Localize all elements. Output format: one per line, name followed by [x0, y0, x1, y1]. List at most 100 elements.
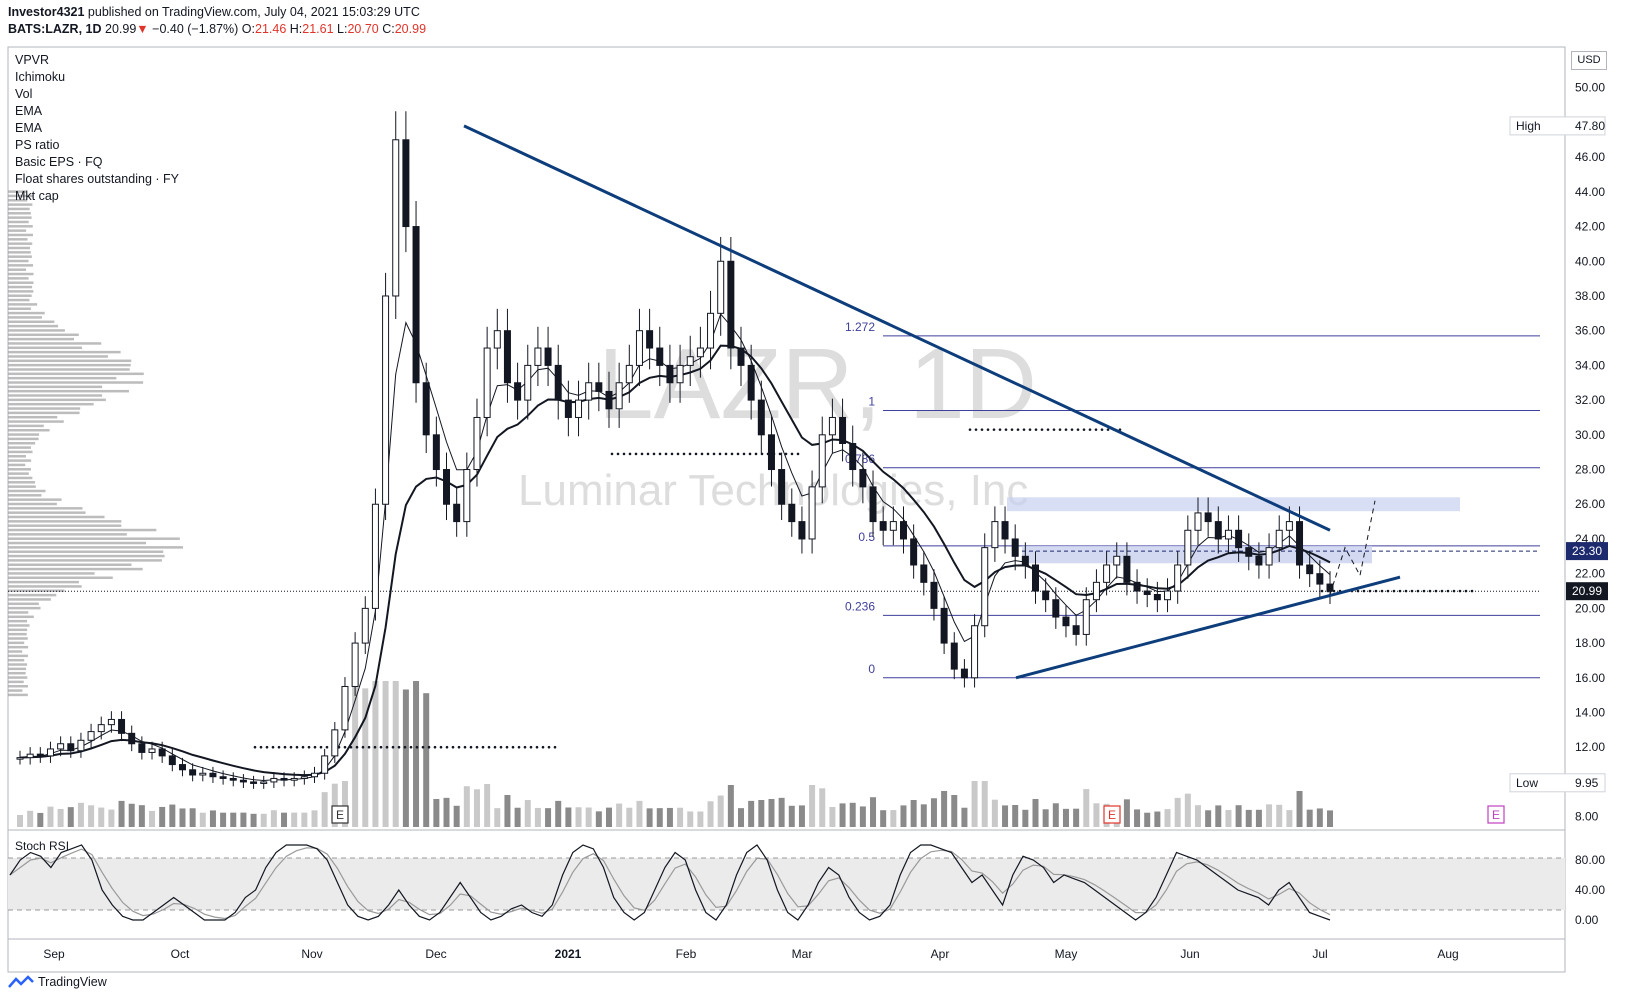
volume-bar-102 — [1052, 803, 1059, 827]
vpvr-row — [8, 277, 29, 280]
vpvr-row — [8, 307, 31, 310]
vpvr-row — [8, 559, 162, 562]
vpvr-row — [8, 207, 30, 211]
indicator-ps-ratio[interactable]: PS ratio — [15, 138, 60, 152]
candle-body-21 — [229, 777, 237, 781]
indicator-ema-1[interactable]: EMA — [15, 104, 43, 118]
y-tick-13: 36.00 — [1575, 324, 1605, 338]
candle-body-124 — [1275, 529, 1283, 549]
volume-bar-29 — [311, 810, 318, 827]
ichimoku-dot — [1368, 589, 1372, 593]
candle-body-30 — [321, 755, 329, 774]
indicator-ichimoku[interactable]: Ichimoku — [15, 70, 66, 84]
ichimoku-dot — [706, 452, 710, 456]
ichimoku-dot — [451, 745, 455, 749]
candle-body-106 — [1092, 581, 1100, 601]
symbol-title[interactable]: BATS:LAZR, 1D — [8, 22, 102, 36]
vpvr-row — [8, 455, 26, 458]
volume-bar-68 — [707, 801, 714, 827]
ichimoku-dot — [1094, 428, 1098, 431]
trendline-1 — [1015, 575, 1401, 680]
publish-info: Investor4321 published on TradingView.co… — [8, 4, 420, 21]
candle-body-90 — [930, 581, 938, 609]
ichimoku-dot — [271, 745, 275, 749]
ichimoku-dot — [1452, 589, 1456, 593]
vpvr-row — [8, 520, 122, 523]
ichimoku-dot — [634, 452, 638, 456]
candle-body-117 — [1204, 512, 1212, 523]
ichimoku-dot — [1374, 589, 1378, 593]
vpvr-row — [8, 515, 105, 519]
time-axis[interactable]: Sep Oct Nov Dec 2021 Feb Mar Apr May Jun Jul Aug — [43, 947, 1458, 961]
volume-bar-111 — [1144, 812, 1151, 827]
candle-body-16 — [178, 764, 186, 771]
publisher-name[interactable]: Investor4321 — [8, 5, 85, 19]
volume-bar-19 — [209, 810, 216, 827]
earnings-letter-2: E — [1492, 808, 1500, 822]
tradingview-brand: TradingView — [38, 975, 107, 989]
x-tick-6: Mar — [792, 947, 813, 961]
vpvr-row — [8, 359, 132, 363]
volume-bar-31 — [331, 783, 338, 827]
ichimoku-dot — [301, 745, 305, 749]
candle-body-51 — [534, 347, 542, 366]
ichimoku-dot — [1392, 589, 1396, 593]
vpvr-row — [8, 641, 25, 645]
indicator-ema-2[interactable]: EMA — [15, 121, 43, 135]
vpvr-row — [8, 203, 33, 206]
candle-body-9 — [107, 718, 115, 726]
ichimoku-dot — [259, 745, 263, 749]
candle-body-62 — [646, 330, 654, 349]
volume-bar-64 — [666, 807, 673, 827]
ichimoku-dot — [1458, 589, 1462, 593]
ichimoku-dot — [469, 745, 473, 749]
vpvr-row — [8, 572, 95, 575]
ichimoku-dot — [277, 745, 281, 749]
volume-bar-109 — [1123, 799, 1130, 827]
resistance-zones[interactable] — [8, 497, 1540, 592]
vpvr-row — [8, 489, 46, 493]
candle-body-120 — [1235, 529, 1243, 549]
vpvr-row — [8, 199, 28, 202]
vpvr-row — [8, 238, 28, 241]
volume-bar-17 — [189, 808, 196, 827]
ichimoku-dot — [992, 428, 996, 431]
vpvr-row — [8, 524, 122, 527]
vpvr-row — [8, 589, 65, 593]
candle-body-125 — [1285, 521, 1293, 531]
ichimoku-dot — [694, 452, 698, 456]
vpvr-row — [8, 472, 29, 475]
vpvr-row — [8, 511, 86, 514]
stoch-rsi-label[interactable]: Stoch RSI — [15, 839, 70, 853]
ichimoku-dot — [676, 452, 680, 456]
indicator-float-shares[interactable]: Float shares outstanding · FY — [15, 172, 179, 186]
volume-bar-118 — [1215, 805, 1222, 827]
indicator-basic-eps[interactable]: Basic EPS · FQ — [15, 155, 103, 169]
price-tag-label-1: Low — [1516, 776, 1538, 790]
currency-label[interactable]: USD — [1571, 51, 1607, 70]
vpvr-row — [8, 285, 33, 289]
candle-body-23 — [250, 781, 258, 784]
candle-body-12 — [138, 743, 146, 753]
candle-body-64 — [666, 364, 674, 384]
indicator-mkt-cap[interactable]: Mkt cap — [15, 189, 59, 203]
vpvr-row — [8, 320, 55, 324]
fib-label-5: 0 — [868, 662, 875, 676]
trendlines[interactable] — [463, 124, 1401, 680]
x-tick-7: Apr — [931, 947, 950, 961]
volume-bar-106 — [1093, 803, 1100, 827]
tradingview-logo[interactable]: TradingView — [8, 975, 107, 989]
volume-bar-91 — [941, 791, 948, 827]
indicator-vpvr[interactable]: VPVR — [15, 53, 50, 67]
ichimoku-dot — [1034, 428, 1038, 431]
candle-body-38 — [402, 139, 410, 228]
candle-body-118 — [1214, 521, 1222, 540]
vpvr-row — [8, 485, 36, 488]
price-axis[interactable]: 8.0012.0014.0016.0018.0020.0022.0024.002… — [1575, 81, 1605, 824]
ichimoku-dot — [481, 745, 485, 749]
ichimoku-dot — [682, 452, 686, 456]
indicator-vol[interactable]: Vol — [15, 87, 33, 101]
close-value: 20.99 — [394, 22, 427, 36]
